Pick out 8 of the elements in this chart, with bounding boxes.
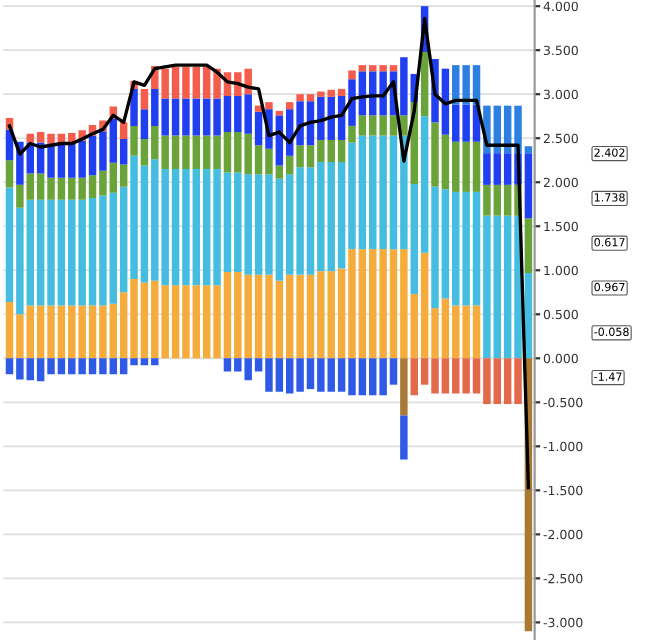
bar bbox=[140, 88, 149, 110]
bar bbox=[400, 415, 408, 460]
bar bbox=[265, 102, 273, 110]
bar bbox=[119, 122, 128, 140]
line-series bbox=[7, 16, 531, 490]
bar bbox=[400, 358, 408, 416]
bar bbox=[524, 218, 533, 273]
bar bbox=[285, 102, 294, 110]
